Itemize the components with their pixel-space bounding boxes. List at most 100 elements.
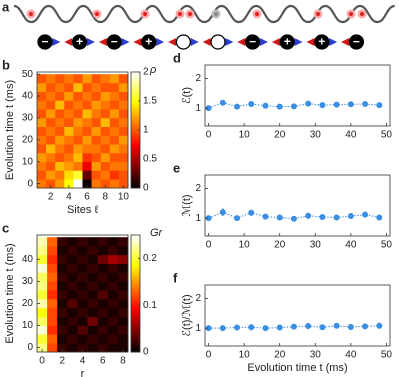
heat-cell: [97, 272, 109, 282]
heat-cell: [91, 74, 101, 84]
heat-cell: [118, 135, 129, 145]
arrow: [294, 38, 303, 46]
heat-cell: [117, 263, 129, 273]
y-axis-label: Evolution time t (ms): [4, 80, 16, 180]
colorbar-step: [131, 159, 140, 162]
heat-cell: [97, 325, 109, 335]
heat-cell: [55, 126, 65, 136]
x-tick-label: 40: [345, 350, 357, 361]
colorbar-step: [131, 147, 140, 150]
heat-cell: [57, 299, 68, 309]
heat-cell: [109, 82, 120, 92]
heat-cell: [87, 254, 98, 264]
heat-cell: [46, 170, 56, 180]
heat-cell: [109, 109, 120, 119]
colorbar-step: [131, 301, 140, 304]
heat-cell: [91, 179, 101, 189]
colorbar-step: [131, 235, 140, 238]
y-tick-label: 30: [22, 276, 34, 287]
colorbar-step: [131, 260, 140, 263]
colorbar-step: [131, 264, 140, 267]
heat-cell: [55, 82, 65, 92]
heat-cell: [77, 263, 88, 273]
colorbar-step: [131, 180, 140, 183]
colorbar-step: [131, 248, 140, 251]
heat-cell: [118, 126, 129, 136]
heat-cell: [37, 82, 47, 92]
plot-frame: [204, 174, 391, 237]
colorbar-step: [131, 277, 140, 281]
y-axis-label: Evolution time t (ms): [4, 243, 16, 343]
colorbar-step: [131, 272, 140, 275]
heat-cell: [109, 117, 120, 128]
heat-cell: [73, 109, 83, 119]
colorbar-step: [131, 135, 140, 139]
heat-cell: [57, 316, 68, 326]
heat-cell: [47, 299, 58, 309]
heat-cell: [107, 325, 119, 335]
arrow: [168, 38, 177, 46]
heat-cell: [47, 334, 58, 344]
y-tick-label: 2: [195, 293, 201, 304]
colorbar-step: [131, 72, 140, 75]
colorbar-step: [131, 126, 140, 129]
heat-cell: [57, 343, 68, 353]
site-symbol: [106, 34, 122, 50]
atom-core: [316, 12, 320, 16]
colorbar-step: [131, 73, 140, 77]
colorbar-step: [131, 141, 140, 144]
heat-cell: [64, 82, 74, 92]
colorbar-step: [131, 120, 140, 123]
colorbar-step: [131, 240, 140, 244]
colorbar-step: [131, 285, 140, 289]
colorbar-step: [131, 91, 140, 94]
heat-cell: [87, 343, 98, 353]
heat-cell: [67, 237, 78, 247]
colorbar-step: [131, 89, 140, 92]
plot-frame: [36, 71, 129, 189]
heat-cell: [73, 117, 83, 128]
heat-cell: [107, 299, 119, 309]
colorbar-step: [131, 97, 140, 100]
heat-cell: [57, 254, 68, 264]
heat-cell: [82, 170, 92, 180]
colorbar-step: [131, 102, 140, 106]
colorbar-step: [131, 79, 140, 83]
heat-cell: [57, 246, 68, 256]
colorbar-step: [131, 118, 140, 121]
heat-cell: [100, 109, 111, 119]
x-tick-label: 6: [84, 192, 90, 203]
heat-cell: [67, 254, 78, 264]
colorbar-step: [131, 95, 140, 98]
heat-cell: [117, 316, 129, 326]
heat-cell: [91, 82, 101, 92]
colorbar-tick-label: 0.5: [143, 154, 157, 165]
colorbar-step: [131, 139, 140, 142]
colorbar-step: [131, 350, 140, 353]
colorbar-step: [131, 166, 140, 170]
x-tick-label: 10: [239, 130, 251, 141]
heat-cell: [73, 144, 83, 154]
colorbar-step: [131, 236, 140, 240]
heat-cell: [67, 299, 78, 309]
colorbar-step: [131, 330, 140, 333]
heat-cell: [57, 290, 68, 300]
y-tick-label: 2: [195, 73, 201, 84]
site-symbol: [348, 34, 365, 50]
colorbar-step: [131, 348, 140, 351]
heat-cell: [55, 109, 65, 119]
colorbar-tick-label: 0: [143, 347, 149, 358]
heat-cell: [107, 281, 119, 291]
y-axis-label: ℰ(t): [181, 87, 193, 104]
heat-cell: [97, 281, 109, 291]
heat-cell: [82, 135, 92, 145]
colorbar-step: [131, 291, 140, 294]
colorbar-step: [131, 128, 140, 131]
colorbar-step: [131, 270, 140, 273]
heat-cell: [118, 100, 129, 110]
heat-cell: [117, 290, 129, 300]
atom-core: [214, 12, 218, 16]
heat-cell: [37, 109, 47, 119]
heat-cell: [46, 82, 56, 92]
x-tick-label: 0: [206, 240, 212, 251]
